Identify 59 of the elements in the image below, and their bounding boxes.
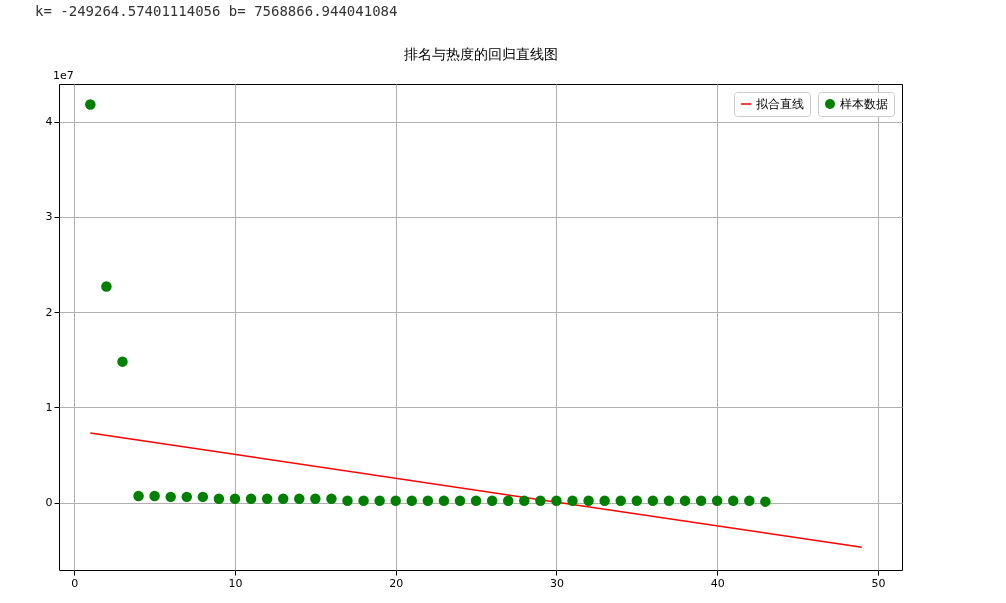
x-tick-label: 40 (710, 576, 725, 590)
point (679, 495, 691, 506)
legend-label: 样本数据 (840, 97, 888, 111)
y-tick-label: 1 (45, 400, 53, 414)
x-tick-label: 0 (71, 576, 79, 590)
point (695, 495, 707, 506)
y-tick-label: 0 (45, 496, 53, 510)
y-tick-label: 2 (45, 305, 53, 319)
point (406, 495, 418, 506)
point (245, 493, 257, 505)
point (85, 99, 96, 110)
point (519, 495, 530, 506)
point (663, 495, 675, 506)
point (133, 490, 144, 502)
point (149, 490, 160, 502)
point (760, 496, 771, 507)
point (326, 493, 337, 505)
point (181, 491, 193, 503)
point (117, 356, 128, 367)
point (470, 495, 482, 506)
point (438, 495, 450, 506)
point (342, 495, 353, 506)
text: k= -249264.57401114056 b= 7568866.944041084 (35, 3, 398, 19)
point (101, 281, 112, 292)
point (229, 493, 241, 505)
text: 1e7 (53, 69, 74, 82)
point (599, 495, 610, 506)
point (310, 493, 321, 505)
point (213, 493, 225, 505)
point (502, 495, 514, 506)
point (486, 495, 498, 506)
point (294, 493, 305, 505)
legend-label: 拟合直线 (756, 97, 804, 111)
point (535, 495, 546, 506)
y-tick-label: 4 (45, 115, 53, 129)
point (567, 495, 578, 506)
point (197, 491, 209, 503)
point (551, 495, 562, 506)
point (647, 495, 659, 506)
point (583, 495, 594, 506)
point (374, 495, 385, 506)
point (454, 495, 466, 506)
point (390, 495, 401, 506)
point (728, 495, 739, 506)
point (277, 493, 289, 505)
point (422, 495, 434, 506)
x-tick-label: 30 (549, 576, 564, 590)
x-tick-label: 50 (871, 576, 886, 590)
point (631, 495, 643, 506)
chart-title: 排名与热度的回归直线图 (403, 46, 558, 62)
y-tick-label: 3 (45, 210, 53, 224)
point (165, 491, 176, 503)
x-tick-label: 20 (389, 576, 404, 590)
point (261, 493, 273, 505)
point (615, 495, 626, 506)
point (744, 495, 755, 506)
point (358, 495, 369, 506)
point (711, 495, 723, 506)
x-tick-label: 10 (228, 576, 243, 590)
